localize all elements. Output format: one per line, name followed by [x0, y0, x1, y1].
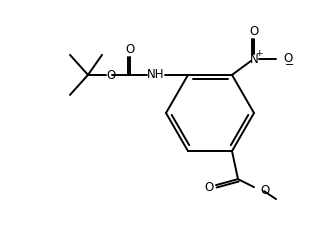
Text: O: O	[260, 183, 269, 196]
Text: O: O	[250, 25, 259, 38]
Text: O: O	[125, 43, 135, 56]
Text: O: O	[106, 69, 116, 82]
Text: N: N	[250, 53, 258, 66]
Text: O: O	[204, 180, 214, 193]
Text: O: O	[283, 52, 292, 65]
Text: +: +	[255, 49, 263, 58]
Text: −: −	[285, 60, 295, 70]
Text: NH: NH	[147, 68, 165, 81]
